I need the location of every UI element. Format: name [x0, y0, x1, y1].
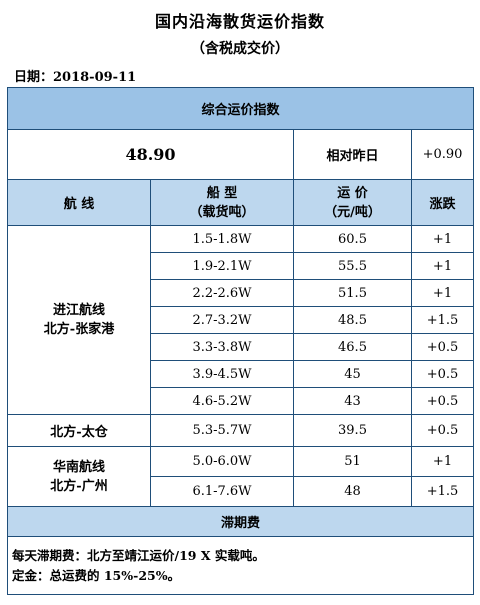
price-cell: 46.5	[293, 333, 412, 361]
col-route: 航 线	[7, 179, 151, 226]
price-cell: 48	[293, 476, 412, 507]
price-cell: 51.5	[293, 279, 412, 307]
price-cell: 43	[293, 387, 412, 415]
freight-index-table: 综合运价指数 48.90 相对昨日 +0.90 航 线 船 型 （载货吨） 运 …	[6, 87, 475, 595]
col-freight: 运 价 （元/吨）	[293, 179, 412, 226]
change-cell: +0.5	[410, 333, 475, 361]
ship-type-cell: 4.6-5.2W	[150, 387, 294, 415]
change-cell: +0.5	[410, 360, 475, 388]
price-cell: 48.5	[293, 306, 412, 334]
route-cell: 华南航线 北方-广州	[7, 446, 151, 507]
ship-type-cell: 3.9-4.5W	[150, 360, 294, 388]
ship-type-cell: 1.5-1.8W	[150, 225, 294, 253]
route-cell: 北方-太仓	[7, 414, 151, 447]
price-cell: 51	[293, 446, 412, 477]
price-cell: 60.5	[293, 225, 412, 253]
change-cell: +1	[410, 446, 475, 477]
footer-notes: 每天滞期费：北方至靖江运价/19 X 实载吨。 定金：总运费的 15%-25%。	[6, 536, 475, 595]
price-cell: 45	[293, 360, 412, 388]
change-value: +0.90	[410, 129, 475, 180]
change-cell: +1.5	[410, 306, 475, 334]
ship-type-cell: 3.3-3.8W	[150, 333, 294, 361]
route-line1: 华南航线	[52, 459, 105, 475]
col-freight-label: 运 价	[337, 185, 368, 201]
ship-type-cell: 2.2-2.6W	[150, 279, 294, 307]
price-cell: 55.5	[293, 252, 412, 280]
col-freight-unit: （元/吨）	[324, 204, 381, 220]
footer-line1: 每天滞期费：北方至靖江运价/19 X 实载吨。	[12, 547, 265, 563]
change-label: 相对昨日	[293, 129, 412, 180]
ship-type-cell: 6.1-7.6W	[150, 476, 294, 507]
ship-type-cell: 5.3-5.7W	[150, 414, 294, 447]
route-cell: 进江航线 北方-张家港	[7, 225, 151, 415]
price-cell: 39.5	[293, 414, 412, 447]
ship-type-cell: 2.7-3.2W	[150, 306, 294, 334]
page-subtitle: （含税成交价）	[191, 41, 289, 57]
change-cell: +1	[410, 252, 475, 280]
ship-type-cell: 1.9-2.1W	[150, 252, 294, 280]
date-label: 日期：2018-09-11	[14, 70, 137, 85]
col-ship-type-label: 船 型	[206, 185, 238, 201]
demurrage-header: 滞期费	[6, 506, 475, 537]
col-change: 涨跌	[410, 179, 475, 226]
change-cell: +1	[410, 279, 475, 307]
index-header: 综合运价指数	[6, 87, 475, 130]
ship-type-cell: 5.0-6.0W	[150, 446, 294, 477]
route-line2: 北方-广州	[50, 478, 108, 494]
change-cell: +0.5	[410, 414, 475, 447]
index-value: 48.90	[7, 129, 294, 180]
change-cell: +1.5	[410, 476, 475, 507]
footer-line2: 定金：总运费的 15%-25%。	[12, 567, 181, 583]
col-ship-type-unit: （载货吨）	[189, 204, 255, 220]
change-cell: +1	[410, 225, 475, 253]
page-title: 国内沿海散货运价指数	[154, 12, 325, 31]
route-line1: 进江航线	[52, 303, 105, 318]
route-line2: 北方-张家港	[43, 322, 115, 337]
col-ship-type: 船 型 （载货吨）	[150, 179, 294, 226]
change-cell: +0.5	[410, 387, 475, 415]
